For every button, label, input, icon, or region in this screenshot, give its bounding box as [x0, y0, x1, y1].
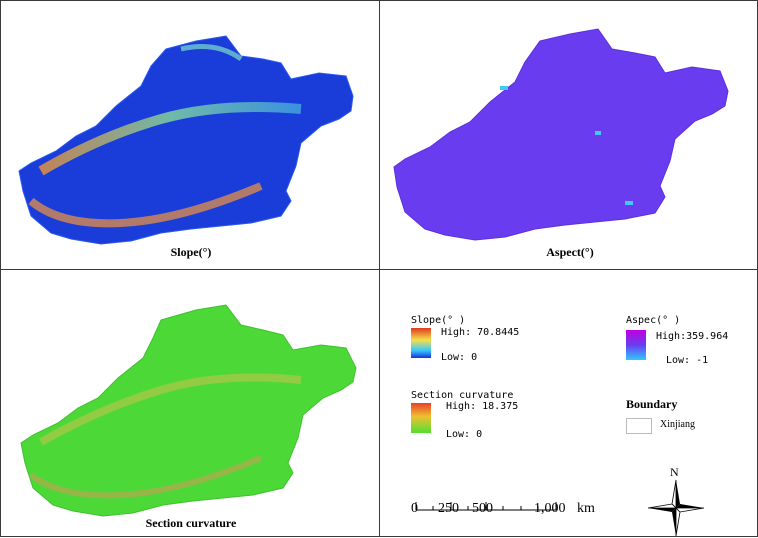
xinjiang-region-curvature	[20, 304, 357, 517]
aspect-high-label: High:359.964	[656, 331, 729, 342]
curvature-map-panel: Section curvature	[0, 269, 380, 537]
aspect-map	[393, 28, 729, 241]
scale-label-0: 0	[411, 501, 418, 516]
aspect-low-label: Low: -1	[666, 355, 709, 366]
kunlun-ridge	[28, 182, 263, 228]
legend-panel: Slope(° ) High: 70.8445 Low: 0 Aspec(° )…	[379, 269, 758, 537]
curvature-ridge	[39, 373, 302, 446]
curvature-ridge	[29, 455, 263, 499]
curvature-low-label: Low: 0	[446, 429, 483, 440]
aspect-color-ramp	[626, 330, 646, 360]
scale-label-1000: 1,000	[534, 501, 566, 516]
curvature-color-ramp	[411, 403, 431, 433]
boundary-swatch	[626, 418, 652, 434]
boundary-item-label: Xinjiang	[660, 419, 695, 430]
north-label: N	[670, 465, 679, 479]
curvature-high-label: High: 18.375	[446, 401, 519, 412]
aspect-panel-title: Aspect(°)	[546, 245, 594, 259]
aspect-highlight	[595, 131, 601, 135]
scale-unit: km	[577, 501, 595, 516]
aspect-highlight	[500, 86, 508, 90]
scale-label-250: 250	[438, 501, 459, 516]
tianshan-ridge	[38, 102, 302, 176]
curvature-legend-title: Section curvature	[411, 390, 514, 401]
xinjiang-region-slope	[18, 35, 354, 245]
aspect-map-panel: Aspect(°)	[379, 0, 758, 270]
slope-panel-title: Slope(°)	[170, 245, 212, 259]
xinjiang-region-aspect	[393, 28, 729, 241]
curvature-panel-title: Section curvature	[145, 516, 237, 530]
slope-map	[18, 35, 354, 245]
altai-ridge	[180, 44, 243, 62]
scale-label-500: 500	[472, 501, 493, 516]
slope-legend-title: Slope(° )	[411, 315, 466, 326]
slope-color-ramp	[411, 328, 431, 358]
scale-bar-graphic	[415, 502, 557, 511]
slope-high-label: High: 70.8445	[441, 327, 520, 338]
slope-map-panel: Slope(°)	[0, 0, 380, 270]
curvature-map	[20, 304, 357, 517]
scale-bar	[408, 498, 568, 518]
north-arrow-icon	[647, 479, 705, 537]
boundary-legend-title: Boundary	[626, 397, 678, 411]
aspect-highlight	[625, 201, 633, 205]
aspect-legend-title: Aspec(° )	[626, 315, 681, 326]
slope-low-label: Low: 0	[441, 352, 478, 363]
